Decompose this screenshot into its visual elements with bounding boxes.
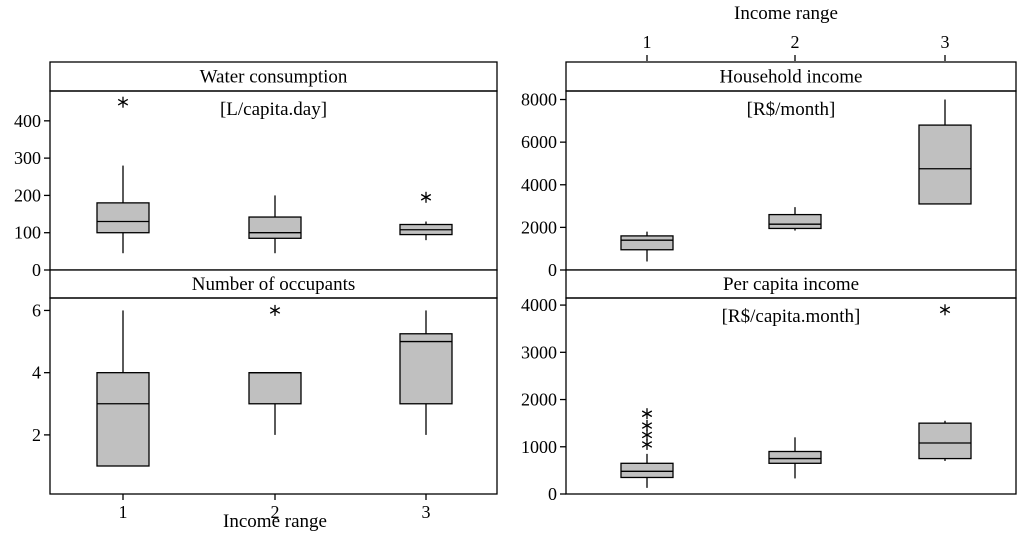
box-iqr: [248, 216, 302, 239]
box-iqr: [918, 124, 972, 205]
box-iqr: [96, 202, 150, 234]
y-tick-label: 200: [14, 185, 41, 205]
top-x-axis-title: Income range: [734, 3, 838, 24]
bottom-x-axis-title: Income range: [223, 511, 327, 532]
panel-strip: [565, 269, 1017, 299]
panel-4: Per capita income [R$/capita.month] 0 1000 2…: [521, 269, 1017, 504]
box-2: [768, 207, 822, 231]
box-2: [248, 195, 302, 254]
top-x-tick-label: 3: [941, 32, 950, 52]
box-1: [96, 310, 150, 467]
y-tick-label: 2: [32, 425, 41, 445]
panel-1: Water consumption [L/capita.day] 0 100 200 30…: [14, 61, 498, 280]
top-x-tick-label: 1: [643, 32, 652, 52]
y-tick-label: 8000: [521, 90, 557, 110]
panel-title: Water consumption: [200, 67, 348, 88]
box-1: [620, 408, 674, 488]
panel-frame: [49, 297, 498, 495]
box-1: [96, 96, 150, 254]
y-tick-label: 100: [14, 223, 41, 243]
box-2: [248, 304, 302, 435]
box-iqr: [918, 422, 972, 460]
panel-strip: [49, 269, 498, 299]
y-tick-label: 0: [548, 260, 557, 280]
top-x-tick-label: 2: [791, 32, 800, 52]
bottom-x-tick-label: 1: [119, 502, 128, 522]
y-tick-label: 0: [548, 484, 557, 504]
box-3: [399, 191, 453, 241]
panel-2: Household income [R$/month] 0 2000 4000 6000 8…: [521, 61, 1017, 280]
outlier-marker: [939, 304, 951, 316]
panel-units: [R$/capita.month]: [722, 306, 861, 327]
y-tick-label: 300: [14, 148, 41, 168]
panel-units: [L/capita.day]: [220, 99, 327, 120]
box-iqr: [248, 372, 302, 405]
y-tick-label: 4: [32, 363, 41, 383]
outlier-marker: [420, 191, 432, 203]
box-3: [399, 310, 453, 435]
panel-title: Number of occupants: [192, 274, 356, 295]
panel-title: Household income: [719, 67, 862, 88]
y-tick-label: 400: [14, 111, 41, 131]
panel-units: [R$/month]: [747, 99, 836, 120]
outlier-marker: [641, 420, 653, 431]
outlier-marker: [117, 96, 129, 108]
bottom-x-axis: 1 2 3: [119, 494, 431, 522]
panel-frame: [565, 297, 1017, 495]
panel-3: Number of occupants 2 4 6: [32, 269, 498, 495]
outlier-marker: [641, 429, 653, 441]
box-iqr: [96, 372, 150, 467]
y-tick-label: 2000: [521, 217, 557, 237]
y-tick-label: 1000: [521, 437, 557, 457]
bottom-x-tick-label: 3: [422, 502, 431, 522]
y-tick-label: 6000: [521, 132, 557, 152]
panel-title: Per capita income: [723, 274, 859, 295]
y-tick-label: 0: [32, 260, 41, 280]
box-iqr: [620, 462, 674, 479]
panel-strip: [49, 61, 498, 92]
y-tick-label: 4000: [521, 295, 557, 315]
box-2: [768, 437, 822, 479]
outlier-marker: [641, 438, 653, 450]
box-iqr: [768, 450, 822, 464]
box-iqr: [399, 333, 453, 405]
box-1: [620, 231, 674, 262]
panel-strip: [565, 61, 1017, 92]
box-3: [918, 304, 972, 461]
y-tick-label: 2000: [521, 390, 557, 410]
outlier-marker: [269, 304, 281, 316]
box-iqr: [768, 213, 822, 230]
y-tick-label: 3000: [521, 342, 557, 362]
bottom-x-tick-label: 2: [271, 502, 280, 522]
y-tick-label: 4000: [521, 175, 557, 195]
y-tick-label: 6: [32, 300, 41, 320]
box-iqr: [620, 235, 674, 251]
box-3: [918, 99, 972, 205]
top-x-axis: 1 2 3: [643, 32, 950, 61]
outlier-marker: [641, 408, 653, 420]
